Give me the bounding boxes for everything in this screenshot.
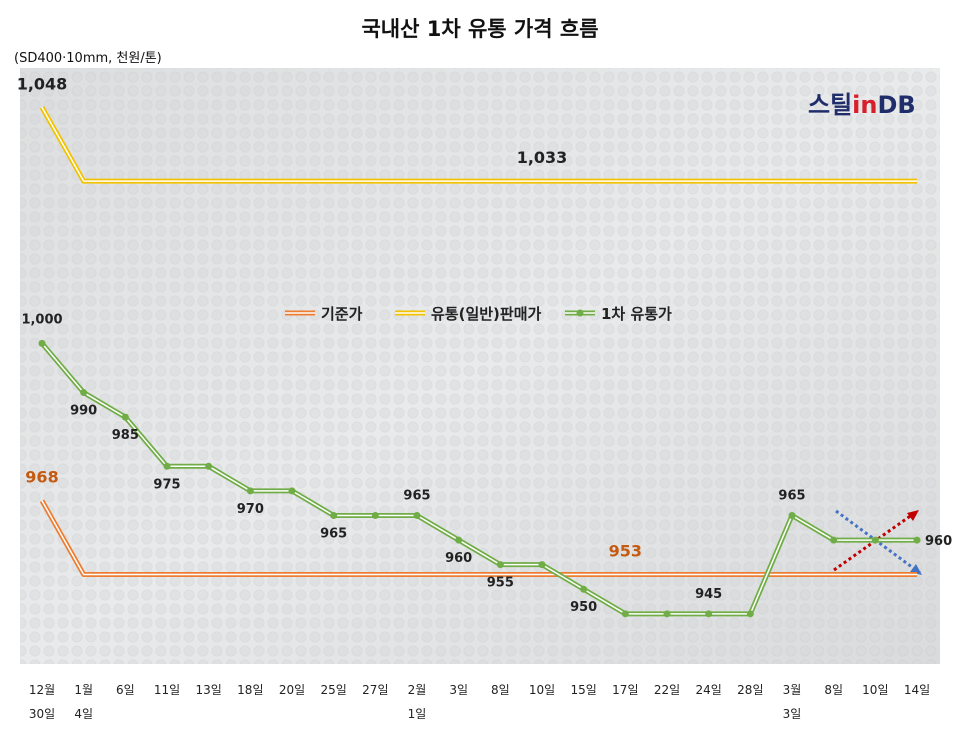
point-marker: [80, 389, 88, 397]
point-marker: [830, 536, 838, 544]
subtitle: (SD400·10mm, 천원/톤): [14, 51, 162, 66]
x-tick-label: 17일: [612, 683, 639, 697]
point-marker: [205, 462, 213, 470]
point-marker: [788, 511, 796, 519]
point-marker: [288, 487, 296, 495]
logo: 스틸inDB: [808, 91, 916, 119]
data-label: 960: [445, 551, 472, 566]
data-label: 965: [320, 526, 347, 541]
data-label: 1,048: [17, 74, 68, 93]
point-marker: [163, 462, 171, 470]
x-tick-label: 27일: [362, 683, 389, 697]
data-label: 975: [153, 477, 180, 492]
series-line: [39, 106, 917, 184]
x-tick-label: 8일: [824, 683, 843, 697]
point-marker: [663, 610, 671, 618]
point-marker: [621, 610, 629, 618]
x-tick-label: 3월 3일: [782, 683, 802, 721]
data-label: 968: [25, 468, 58, 487]
point-marker: [705, 610, 713, 618]
legend-label: 기준가: [321, 305, 363, 323]
chart-title: 국내산 1차 유통 가격 흐름: [361, 17, 598, 41]
x-tick-label: 20일: [278, 683, 306, 697]
point-marker: [121, 413, 129, 421]
data-label: 955: [487, 576, 514, 591]
point-marker: [455, 536, 463, 544]
point-marker: [330, 511, 338, 519]
x-tick-label: 3일: [449, 683, 468, 697]
point-marker: [371, 511, 379, 519]
point-marker: [413, 511, 421, 519]
x-tick-label: 25일: [320, 683, 347, 697]
point-marker: [496, 561, 504, 569]
x-tick-label: 2월 1일: [407, 683, 427, 721]
legend-marker: [576, 309, 584, 317]
point-marker: [871, 536, 879, 544]
point-marker: [538, 561, 546, 569]
point-marker: [580, 585, 588, 593]
legend-label: 유통(일반)판매가: [431, 305, 542, 323]
x-tick-label: 28일: [737, 683, 764, 697]
x-tick-label: 15일: [570, 683, 597, 697]
point-marker: [38, 339, 46, 347]
x-tick-label: 1월 4일: [74, 683, 93, 721]
legend-label: 1차 유통가: [601, 305, 672, 323]
x-tick-label: 22일: [653, 683, 681, 697]
x-tick-label: 12월 30일: [28, 683, 56, 721]
data-label: 965: [778, 488, 805, 503]
point-marker: [246, 487, 254, 495]
line-stroke: [41, 342, 917, 615]
line-stroke: [41, 500, 917, 576]
data-label: 1,000: [21, 312, 62, 327]
series-line: [39, 499, 917, 577]
data-label: 953: [609, 541, 642, 560]
data-label: 950: [570, 600, 597, 615]
x-tick-label: 18일: [237, 683, 264, 697]
series-line: [40, 341, 917, 617]
x-tick-label: 24일: [695, 683, 722, 697]
background-texture: [20, 68, 940, 664]
x-tick-label: 8일: [490, 683, 510, 697]
data-label: 970: [237, 502, 264, 517]
x-tick-label: 6일: [115, 683, 135, 697]
data-label: 1,033: [517, 148, 568, 167]
x-tick-label: 14일: [903, 683, 931, 697]
arrow-head: [907, 510, 919, 521]
x-tick-label: 13일: [195, 683, 222, 697]
data-label: 965: [403, 488, 430, 503]
x-tick-label: 10일: [862, 683, 889, 697]
data-label: 960: [925, 534, 952, 549]
point-marker: [913, 536, 921, 544]
x-tick-label: 10일: [528, 683, 556, 697]
logo-part: 스틸: [808, 91, 852, 119]
x-tick-label: 11일: [153, 683, 181, 697]
data-label: 985: [112, 428, 139, 443]
data-label: 990: [70, 404, 97, 419]
line-stroke: [41, 106, 917, 182]
data-label: 945: [695, 587, 722, 602]
logo-part: DB: [877, 91, 915, 119]
point-marker: [746, 610, 754, 618]
logo-part: in: [852, 91, 877, 119]
